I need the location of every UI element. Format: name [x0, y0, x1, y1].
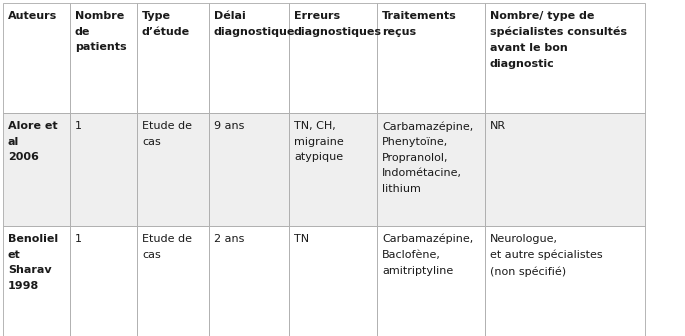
Bar: [377, 3, 485, 113]
Bar: [70, 3, 137, 113]
Bar: [209, 113, 289, 226]
Text: TN: TN: [294, 234, 309, 244]
Text: Carbamazépine,
Phenytoïne,
Propranolol,
Indométacine,
lithium: Carbamazépine, Phenytoïne, Propranolol, …: [382, 121, 473, 194]
Text: 1: 1: [75, 121, 82, 131]
Text: Type
d’étude: Type d’étude: [142, 11, 190, 37]
Text: Neurologue,
et autre spécialistes
(non spécifié): Neurologue, et autre spécialistes (non s…: [490, 234, 603, 277]
Bar: [137, 226, 209, 336]
Bar: [289, 3, 377, 113]
Bar: [377, 113, 485, 226]
Text: 9 ans: 9 ans: [214, 121, 245, 131]
Text: Traitements
reçus: Traitements reçus: [382, 11, 457, 37]
Bar: [289, 226, 377, 336]
Bar: [70, 226, 137, 336]
Bar: [289, 113, 377, 226]
Text: 2 ans: 2 ans: [214, 234, 245, 244]
Text: Délai
diagnostique: Délai diagnostique: [214, 11, 295, 37]
Text: Benoliel
et
Sharav
1998: Benoliel et Sharav 1998: [8, 234, 58, 291]
Bar: [485, 226, 645, 336]
Bar: [137, 113, 209, 226]
Bar: [3, 113, 70, 226]
Bar: [485, 113, 645, 226]
Text: 1: 1: [75, 234, 82, 244]
Bar: [137, 3, 209, 113]
Bar: [377, 226, 485, 336]
Text: Nombre
de
patients: Nombre de patients: [75, 11, 127, 52]
Bar: [209, 226, 289, 336]
Text: Etude de
cas: Etude de cas: [142, 234, 192, 260]
Bar: [209, 3, 289, 113]
Text: Erreurs
diagnostiques: Erreurs diagnostiques: [294, 11, 382, 37]
Bar: [3, 226, 70, 336]
Bar: [485, 3, 645, 113]
Bar: [3, 3, 70, 113]
Text: Carbamazépine,
Baclofène,
amitriptyline: Carbamazépine, Baclofène, amitriptyline: [382, 234, 473, 276]
Text: Etude de
cas: Etude de cas: [142, 121, 192, 146]
Bar: [70, 113, 137, 226]
Text: Auteurs: Auteurs: [8, 11, 58, 21]
Text: Alore et
al
2006: Alore et al 2006: [8, 121, 58, 162]
Text: Nombre/ type de
spécialistes consultés
avant le bon
diagnostic: Nombre/ type de spécialistes consultés a…: [490, 11, 627, 69]
Text: TN, CH,
migraine
atypique: TN, CH, migraine atypique: [294, 121, 344, 162]
Text: NR: NR: [490, 121, 506, 131]
